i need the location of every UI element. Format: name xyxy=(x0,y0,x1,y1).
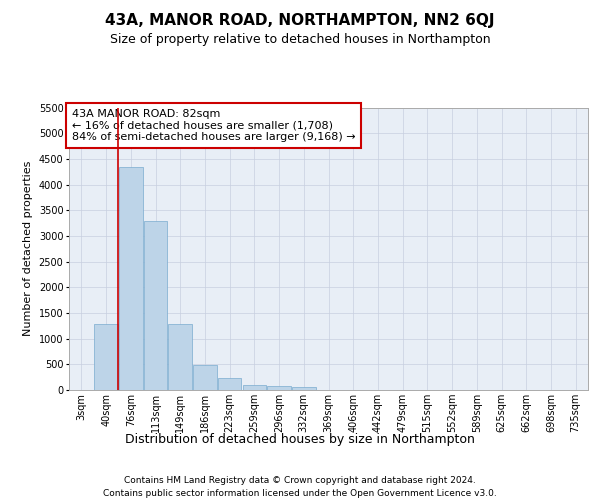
Bar xyxy=(268,386,291,390)
Text: Distribution of detached houses by size in Northampton: Distribution of detached houses by size … xyxy=(125,432,475,446)
Bar xyxy=(218,378,241,390)
Bar xyxy=(169,324,192,390)
Bar xyxy=(193,365,217,390)
Bar xyxy=(144,220,167,390)
Bar xyxy=(94,324,118,390)
Text: Contains HM Land Registry data © Crown copyright and database right 2024.: Contains HM Land Registry data © Crown c… xyxy=(124,476,476,485)
Text: 43A, MANOR ROAD, NORTHAMPTON, NN2 6QJ: 43A, MANOR ROAD, NORTHAMPTON, NN2 6QJ xyxy=(105,12,495,28)
Bar xyxy=(242,385,266,390)
Bar xyxy=(292,387,316,390)
Y-axis label: Number of detached properties: Number of detached properties xyxy=(23,161,33,336)
Text: Size of property relative to detached houses in Northampton: Size of property relative to detached ho… xyxy=(110,32,490,46)
Text: Contains public sector information licensed under the Open Government Licence v3: Contains public sector information licen… xyxy=(103,489,497,498)
Text: 43A MANOR ROAD: 82sqm
← 16% of detached houses are smaller (1,708)
84% of semi-d: 43A MANOR ROAD: 82sqm ← 16% of detached … xyxy=(71,109,355,142)
Bar xyxy=(119,166,143,390)
